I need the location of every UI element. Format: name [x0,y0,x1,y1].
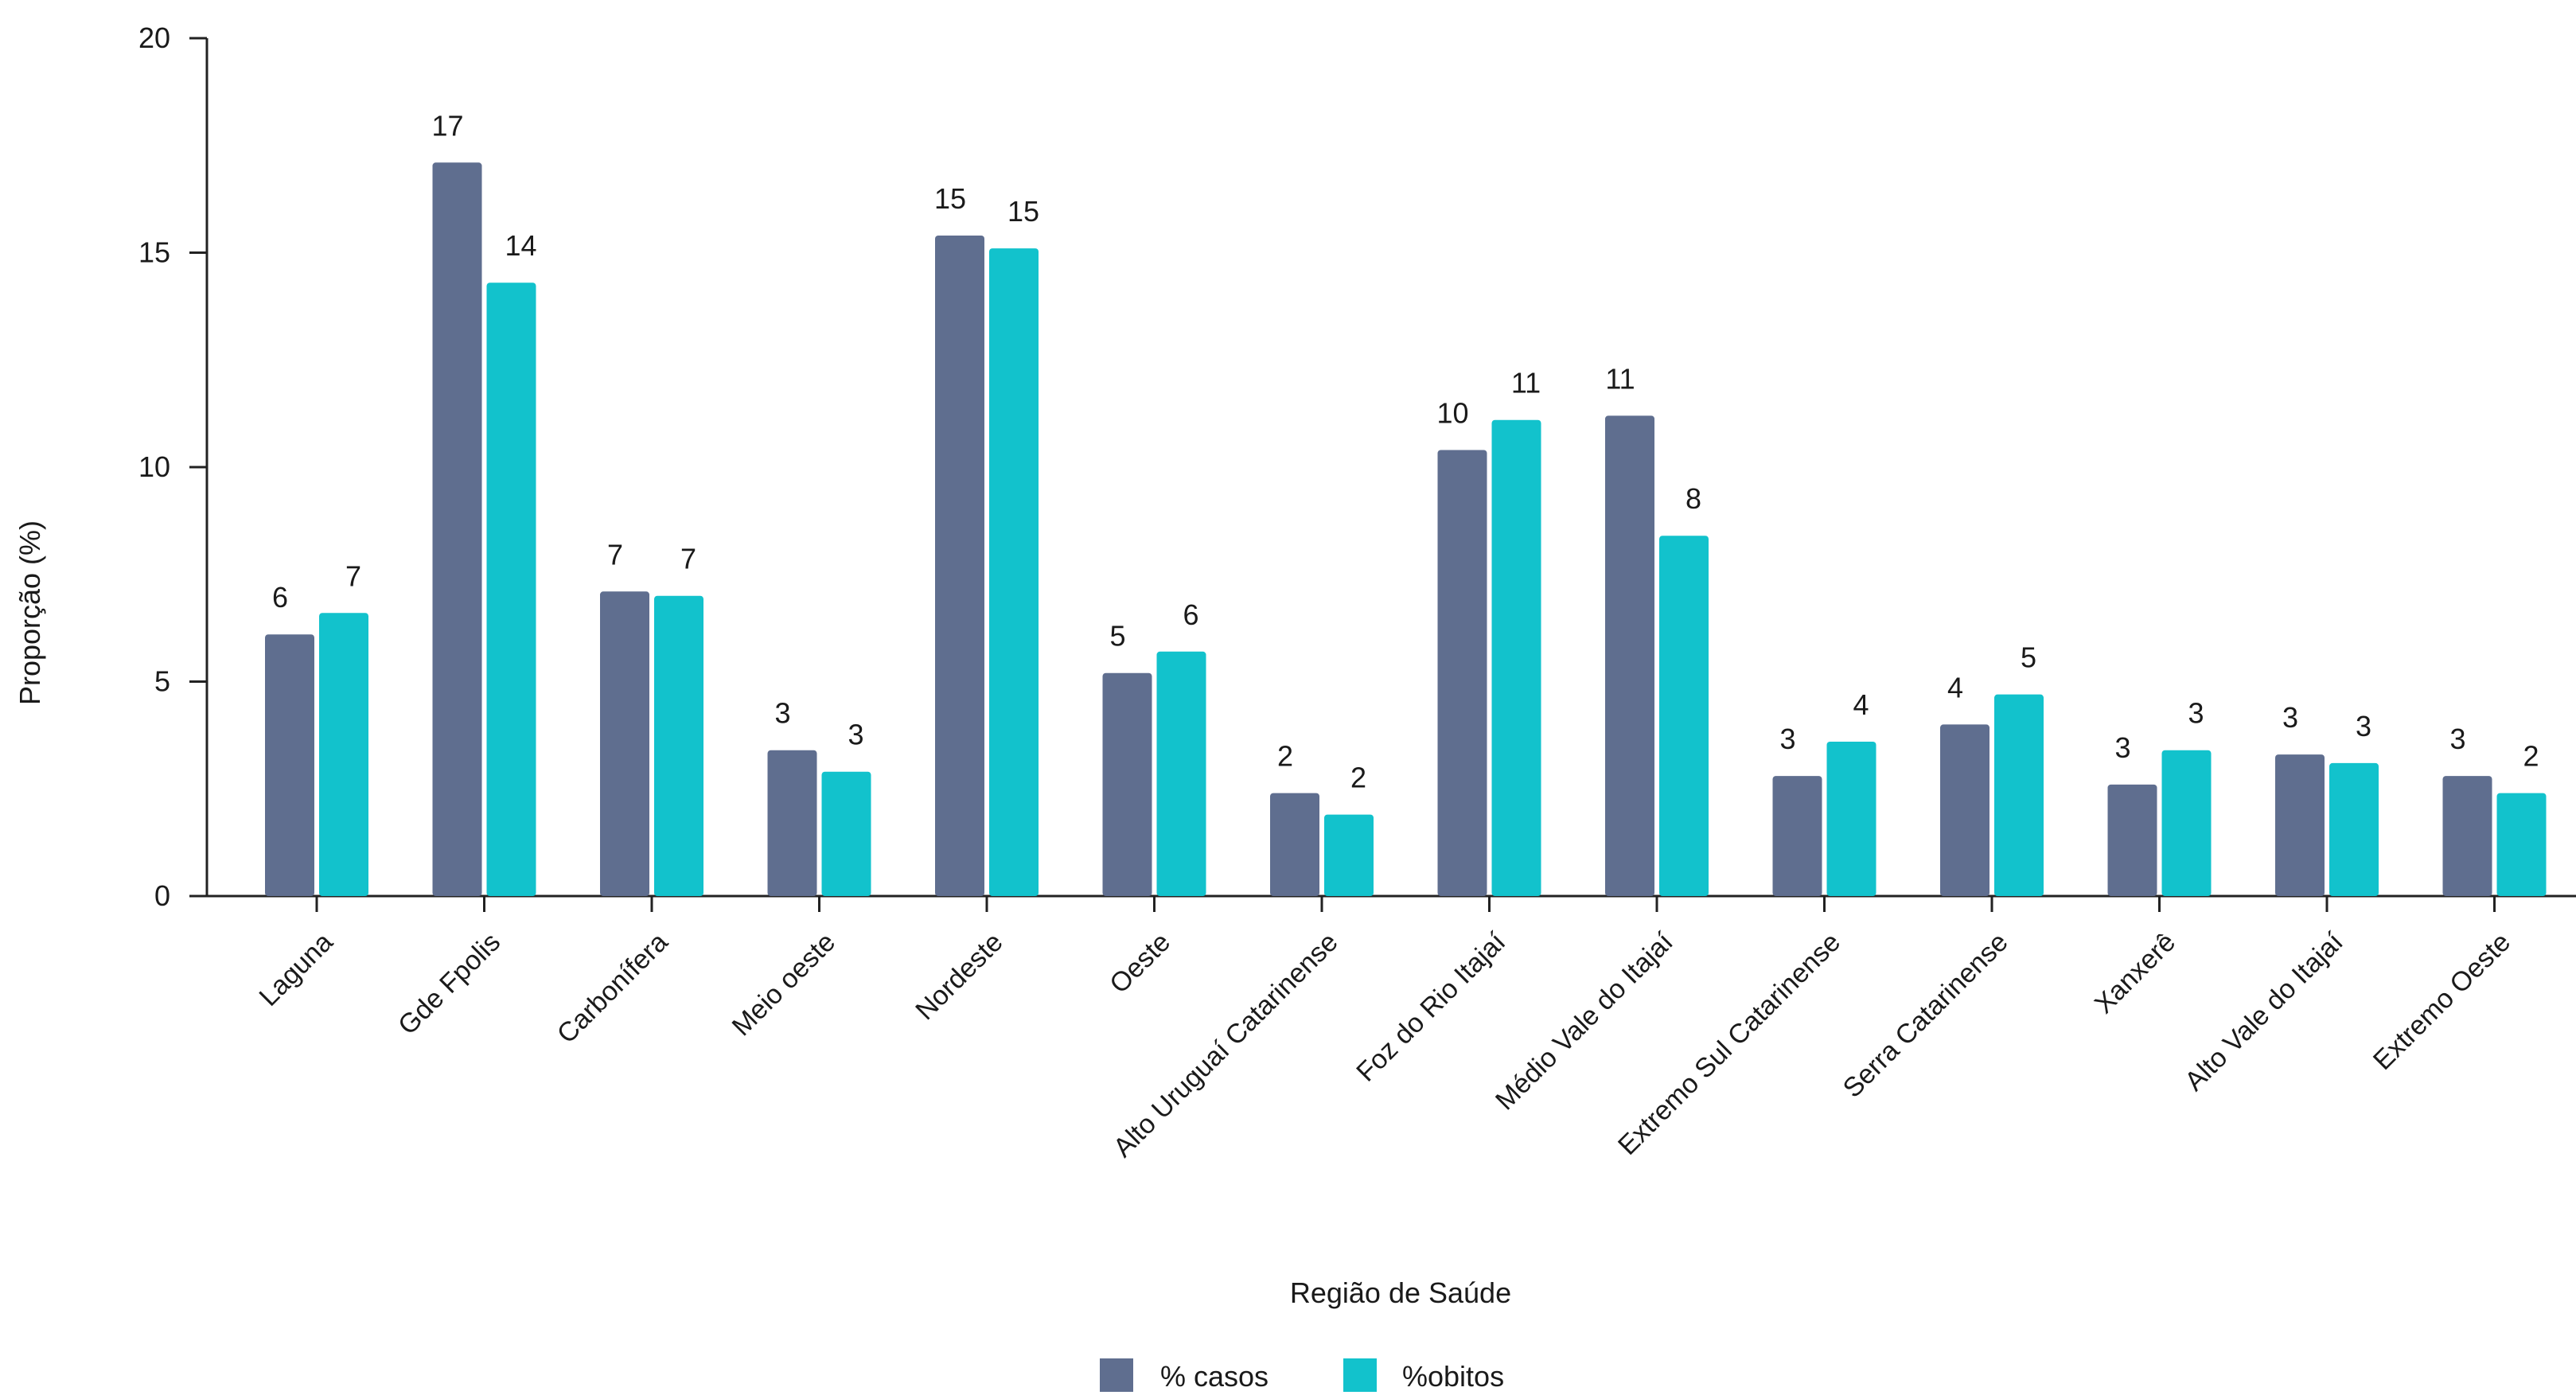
bar-casos [935,235,984,896]
data-label-obitos: 11 [1511,367,1541,399]
y-tick-label: 10 [138,450,170,483]
bar-obitos [821,771,871,896]
data-label-casos: 7 [607,538,623,571]
x-tick-label: Laguna [254,927,339,1012]
legend: % casos %obitos [1100,1358,1504,1393]
data-label-obitos: 3 [848,719,863,751]
bar-obitos [989,248,1039,896]
bar-casos [1605,415,1654,896]
x-tick-label: Oeste [1104,927,1176,1000]
data-label-casos: 2 [1277,740,1293,773]
data-label-obitos: 14 [505,229,536,262]
legend-swatch-obitos [1343,1358,1377,1392]
bar-casos [265,634,314,896]
data-label-obitos: 3 [2188,697,2204,730]
y-tick-label: 15 [138,236,170,269]
data-label-obitos: 7 [680,543,696,575]
data-label-obitos: 6 [1183,598,1198,631]
bar-casos [1270,793,1319,896]
data-label-obitos: 4 [1853,688,1869,721]
legend-label-obitos: %obitos [1402,1360,1504,1393]
data-label-obitos: 5 [2021,641,2036,674]
data-label-obitos: 8 [1686,482,1701,515]
legend-label-casos: % casos [1160,1360,1269,1393]
legend-swatch-casos [1100,1358,1133,1392]
x-axis-title: Região de Saúde [1290,1276,1511,1309]
bar-obitos [2329,762,2379,896]
x-tick-label: Gde Fpolis [392,927,506,1041]
bar-obitos [486,283,536,897]
bar-casos [1437,450,1487,896]
bar-obitos [1156,651,1206,896]
bar-obitos [2161,750,2212,896]
bar-obitos [1324,814,1374,896]
bar-casos [1772,776,1822,896]
bar-casos [432,162,482,896]
bar-casos [600,591,649,896]
bar-casos [2107,784,2157,896]
bar-obitos [1491,419,1541,896]
data-label-casos: 3 [2282,701,2298,734]
bar-casos [1940,724,1989,896]
data-label-obitos: 7 [345,559,361,592]
x-tick-label: Extremo Oeste [2368,927,2516,1076]
bar-obitos [2496,793,2547,896]
bar-casos [2442,776,2492,896]
data-label-obitos: 15 [1007,195,1039,228]
x-tick-label: Carbonífera [551,927,674,1050]
x-tick-label: Serra Catarinense [1837,927,2014,1104]
bar-obitos [654,595,703,896]
x-tick-label: Foz do Rio Itajaí [1350,926,1511,1087]
y-tick-label: 0 [154,879,170,912]
y-tick-label: 5 [154,665,170,698]
data-label-obitos: 2 [1350,762,1366,794]
bar-obitos [1659,536,1709,896]
x-tick-label: Nordeste [910,927,1008,1026]
data-label-casos: 17 [431,109,463,142]
data-label-casos: 5 [1109,620,1125,653]
data-label-casos: 15 [934,182,966,215]
bar-casos [1102,672,1152,896]
x-tick-label: Médio Vale do Itajaí [1490,926,1679,1116]
data-label-casos: 6 [272,581,288,614]
y-axis-title: Proporção (%) [14,520,46,705]
x-tick-label: Xanxerê [2089,927,2181,1019]
data-label-obitos: 3 [2356,710,2371,742]
bars [265,162,2547,897]
data-label-casos: 3 [2449,723,2465,755]
bar-obitos [1826,741,1876,896]
data-label-casos: 3 [2114,731,2130,764]
y-tick-label: 20 [138,21,170,54]
bar-casos [767,750,817,896]
data-label-casos: 4 [1947,671,1963,703]
category-labels: Laguna Gde Fpolis Carbonífera Meio oeste Nor… [254,926,2517,1163]
bar-obitos [1994,694,2044,896]
data-label-obitos: 2 [2523,740,2539,773]
data-label-casos: 11 [1605,362,1635,395]
x-tick-label: Alto Vale do Itajaí [2179,926,2349,1097]
x-tick-label: Meio oeste [727,927,841,1042]
bar-obitos [319,613,368,896]
data-labels: 6 7 17 14 7 7 3 3 15 15 5 6 2 2 10 11 11 8 3 4 4 5 3 3 3 3 3 2 [272,109,2539,793]
data-label-casos: 3 [1779,723,1795,755]
data-label-casos: 10 [1436,396,1468,429]
bar-casos [2275,754,2325,896]
data-label-casos: 3 [774,697,790,730]
